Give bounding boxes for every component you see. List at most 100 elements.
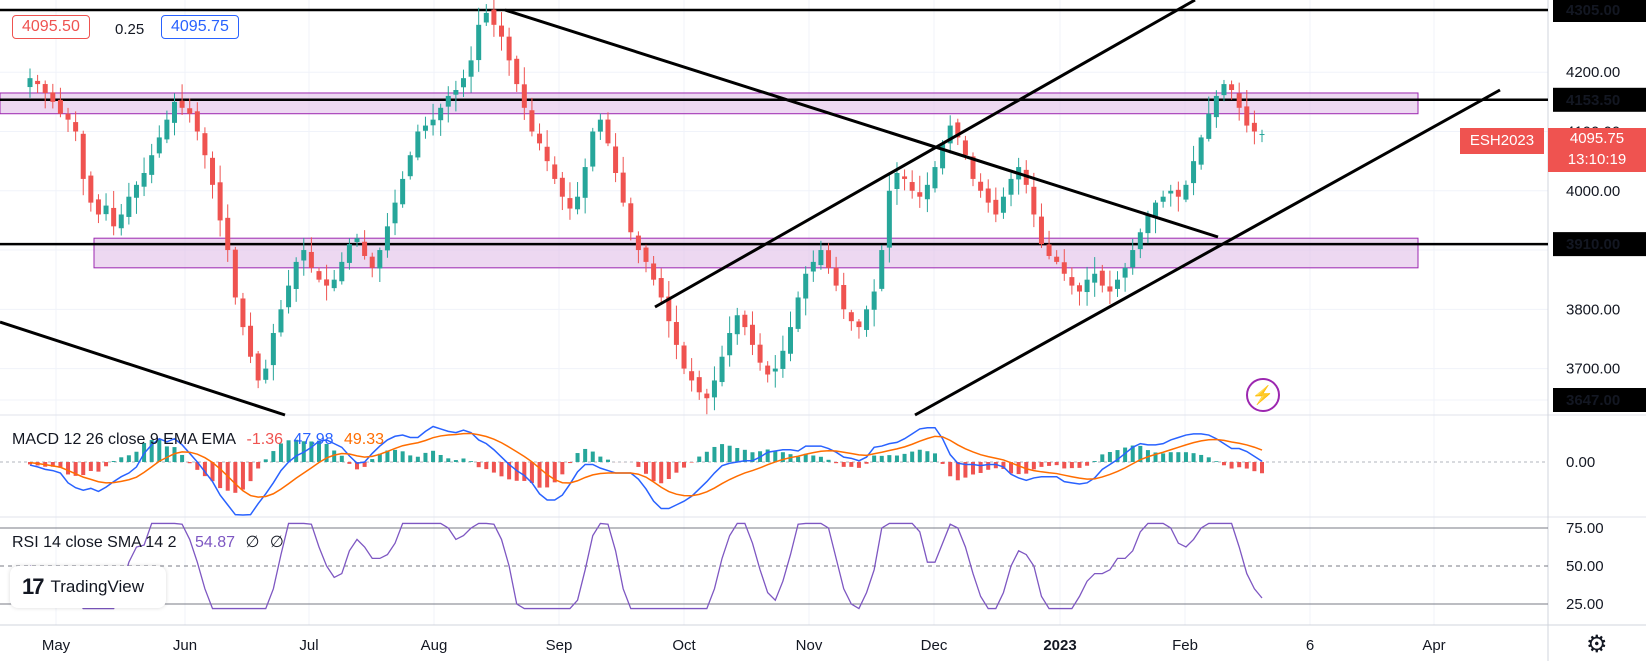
macd-hist-bar (88, 462, 93, 471)
candle-body (985, 188, 991, 203)
lightning-icon[interactable]: ⚡ (1246, 378, 1280, 412)
tradingview-watermark[interactable]: 17 TradingView (10, 566, 166, 608)
trendline-0 (0, 320, 286, 417)
candle-body (1031, 186, 1037, 215)
macd-hist-bar (332, 450, 337, 462)
candle-body (1175, 189, 1181, 197)
macd-label: MACD 12 26 close 9 EMA EMA (12, 431, 237, 448)
macd-hist-bar (469, 461, 474, 462)
macd-hist-bar (910, 451, 915, 462)
candle-body (932, 167, 938, 189)
candle-body (308, 251, 314, 268)
candle-body (643, 247, 649, 262)
candle-body (202, 133, 208, 156)
candle-body (179, 100, 185, 108)
price-tick-1: 4200.00 (1566, 64, 1620, 81)
candle-body (1221, 84, 1227, 96)
candle-body (909, 182, 915, 191)
ask-box[interactable]: 4095.75 (161, 15, 239, 39)
candle-body (620, 172, 626, 203)
macd-hist-bar (932, 453, 937, 462)
macd-hist-bar (1077, 462, 1082, 468)
candle-body (810, 261, 816, 272)
macd-hist-bar (316, 440, 321, 462)
rsi-tick-2: 25.00 (1566, 596, 1604, 613)
macd-zero-tick: 0.00 (1566, 454, 1595, 471)
macd-hist-bar (651, 462, 656, 482)
macd-hist-bar (1214, 461, 1219, 462)
candle-body (1191, 161, 1197, 184)
candle-body (1236, 93, 1242, 108)
trendline-1 (504, 8, 1219, 239)
candle-body (833, 267, 839, 286)
candle-body (232, 249, 238, 298)
candle-body (422, 125, 428, 131)
macd-hist-bar (218, 462, 223, 489)
candle-body (468, 60, 474, 77)
candle-body (826, 250, 832, 268)
macd-hist-bar (1085, 462, 1090, 466)
candle-body (453, 90, 459, 95)
macd-hist-bar (1123, 447, 1128, 462)
candle-body (803, 273, 809, 299)
candle-body (544, 146, 550, 162)
candle-body (460, 78, 466, 88)
last-price-tag: 4095.75 13:10:19 (1548, 128, 1646, 172)
price-label-bg-3 (1553, 388, 1646, 412)
settings-gear-icon[interactable]: ⚙ (1586, 631, 1608, 658)
macd-hist-bar (286, 440, 291, 462)
macd-hist-bar (210, 462, 215, 482)
price-label-bg-2 (1553, 232, 1646, 257)
candle-body (80, 133, 86, 179)
candle-body (377, 250, 383, 269)
macd-hist-bar (1161, 453, 1166, 462)
macd-hist-bar (560, 462, 565, 475)
zone-0 (0, 92, 1419, 115)
candle-body (1115, 279, 1121, 289)
macd-hist-bar (347, 462, 352, 464)
candle-body (88, 175, 94, 203)
bid-box[interactable]: 4095.50 (12, 15, 90, 39)
candle-body (1244, 106, 1250, 126)
macd-hist-bar (453, 460, 458, 462)
macd-hist-bar (446, 458, 451, 462)
candle-body (673, 322, 679, 345)
candle-body (917, 192, 923, 197)
macd-hist-bar (355, 462, 360, 470)
time-tick-6: Nov (796, 637, 823, 654)
macd-hist-bar (1153, 452, 1158, 462)
candle-body (787, 327, 793, 354)
candle-body (225, 217, 231, 251)
candle-body (704, 393, 710, 399)
macd-hist-bar (263, 459, 268, 462)
macd-hist-bar (431, 450, 436, 462)
candle-body (605, 119, 611, 144)
macd-hist-bar (1199, 454, 1204, 462)
candle-body (362, 241, 368, 256)
candle-body (886, 190, 892, 248)
candle-body (521, 84, 527, 108)
candle-body (894, 172, 900, 189)
macd-hist-bar (879, 455, 884, 462)
candle-body (1145, 214, 1151, 234)
candle-body (1229, 84, 1235, 91)
price-label-bg-1 (1553, 87, 1646, 112)
candle-body (171, 101, 177, 123)
macd-hist-bar (1130, 445, 1135, 462)
time-tick-1: Jun (173, 637, 197, 654)
candle-body (499, 25, 505, 37)
candle-body (1107, 286, 1113, 292)
macd-hist-bar (841, 462, 846, 467)
trendline-3 (914, 88, 1501, 417)
macd-hist-bar (96, 462, 101, 472)
macd-hist-bar (780, 452, 785, 462)
macd-signal-value: 49.33 (343, 431, 385, 448)
candle-body (795, 297, 801, 329)
candle-body (149, 155, 155, 175)
candle-body (1008, 178, 1014, 195)
candle-body (126, 196, 132, 217)
candle-body (628, 203, 634, 233)
candle-body (95, 199, 101, 215)
time-tick-0: May (42, 637, 71, 654)
